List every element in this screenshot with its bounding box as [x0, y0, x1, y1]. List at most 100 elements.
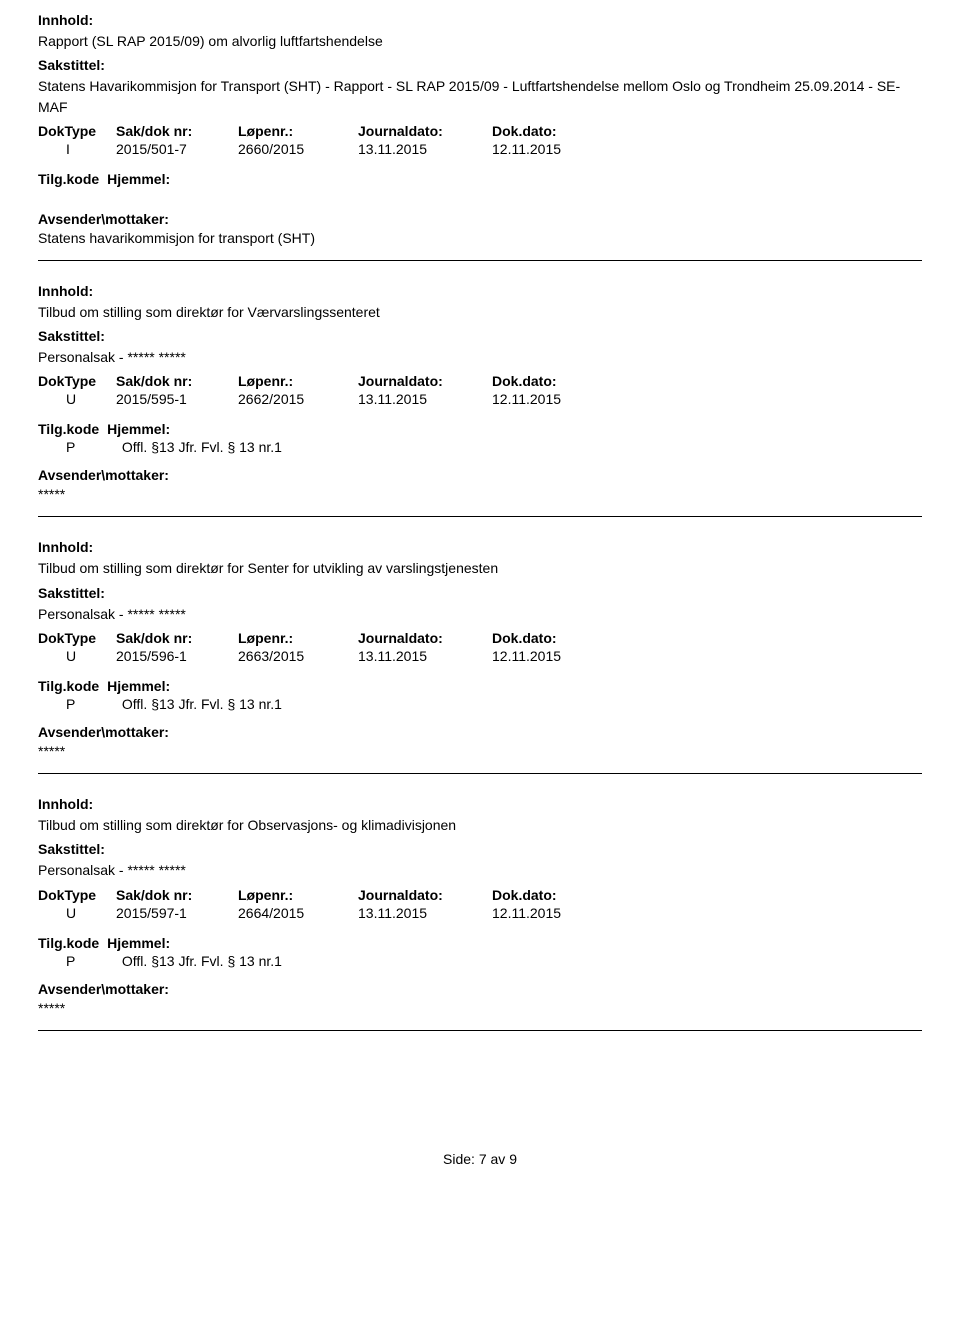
columns-header: DokType Sak/dok nr: Løpenr.: Journaldato…	[38, 373, 922, 389]
hjemmel-row: P Offl. §13 Jfr. Fvl. § 13 nr.1	[66, 439, 922, 455]
sakstittel-text: Statens Havarikommisjon for Transport (S…	[38, 76, 922, 117]
record: Innhold: Tilbud om stilling som direktør…	[38, 796, 922, 1031]
hjemmel-text: Offl. §13 Jfr. Fvl. § 13 nr.1	[122, 696, 282, 712]
record-columns: DokType Sak/dok nr: Løpenr.: Journaldato…	[38, 373, 922, 407]
record-separator	[38, 1030, 922, 1031]
hjemmel-text: Offl. §13 Jfr. Fvl. § 13 nr.1	[122, 953, 282, 969]
col-doktype-header: DokType	[38, 887, 116, 903]
col-doktype-value: U	[38, 648, 116, 664]
col-doktype-header: DokType	[38, 123, 116, 139]
record: Innhold: Tilbud om stilling som direktør…	[38, 283, 922, 518]
avsender-text: *****	[38, 486, 922, 502]
columns-header: DokType Sak/dok nr: Løpenr.: Journaldato…	[38, 123, 922, 139]
col-lopenr-header: Løpenr.:	[238, 373, 358, 389]
side-label: Side:	[443, 1151, 475, 1167]
col-lopenr-header: Løpenr.:	[238, 123, 358, 139]
tilgkode-label: Tilg.kode	[38, 171, 99, 187]
col-lopenr-header: Løpenr.:	[238, 887, 358, 903]
record-columns: DokType Sak/dok nr: Løpenr.: Journaldato…	[38, 887, 922, 921]
avsender-label: Avsender\mottaker:	[38, 467, 922, 483]
col-journaldato-value: 13.11.2015	[358, 648, 492, 664]
hjemmel-label: Hjemmel:	[107, 678, 170, 694]
columns-header: DokType Sak/dok nr: Løpenr.: Journaldato…	[38, 630, 922, 646]
col-journaldato-value: 13.11.2015	[358, 391, 492, 407]
avsender-block: Avsender\mottaker: *****	[38, 724, 922, 759]
col-sakdok-header: Sak/dok nr:	[116, 887, 238, 903]
innhold-label: Innhold:	[38, 12, 922, 28]
innhold-text: Tilbud om stilling som direktør for Obse…	[38, 815, 922, 835]
col-dokdato-value: 12.11.2015	[492, 648, 612, 664]
avsender-text: *****	[38, 743, 922, 759]
record-columns: DokType Sak/dok nr: Løpenr.: Journaldato…	[38, 630, 922, 664]
col-sakdok-header: Sak/dok nr:	[116, 123, 238, 139]
col-dokdato-header: Dok.dato:	[492, 887, 612, 903]
columns-row: I 2015/501-7 2660/2015 13.11.2015 12.11.…	[38, 141, 922, 157]
hjemmel-label: Hjemmel:	[107, 171, 170, 187]
col-journaldato-header: Journaldato:	[358, 373, 492, 389]
col-journaldato-header: Journaldato:	[358, 123, 492, 139]
hjemmel-code: P	[66, 696, 118, 712]
record-columns: DokType Sak/dok nr: Løpenr.: Journaldato…	[38, 123, 922, 157]
record: Innhold: Rapport (SL RAP 2015/09) om alv…	[38, 12, 922, 261]
col-dokdato-value: 12.11.2015	[492, 391, 612, 407]
avsender-block: Avsender\mottaker: *****	[38, 981, 922, 1016]
avsender-block: Avsender\mottaker: *****	[38, 467, 922, 502]
sakstittel-label: Sakstittel:	[38, 841, 922, 857]
sakstittel-label: Sakstittel:	[38, 328, 922, 344]
col-sakdok-value: 2015/597-1	[116, 905, 238, 921]
innhold-label: Innhold:	[38, 539, 922, 555]
avsender-text: Statens havarikommisjon for transport (S…	[38, 230, 922, 246]
innhold-text: Rapport (SL RAP 2015/09) om alvorlig luf…	[38, 31, 922, 51]
col-lopenr-value: 2664/2015	[238, 905, 358, 921]
sakstittel-label: Sakstittel:	[38, 585, 922, 601]
avsender-label: Avsender\mottaker:	[38, 724, 922, 740]
innhold-text: Tilbud om stilling som direktør for Sent…	[38, 558, 922, 578]
innhold-label: Innhold:	[38, 796, 922, 812]
columns-header: DokType Sak/dok nr: Løpenr.: Journaldato…	[38, 887, 922, 903]
col-dokdato-header: Dok.dato:	[492, 630, 612, 646]
tilgkode-block: Tilg.kode Hjemmel: P Offl. §13 Jfr. Fvl.…	[38, 678, 922, 712]
sakstittel-label: Sakstittel:	[38, 57, 922, 73]
avsender-label: Avsender\mottaker:	[38, 981, 922, 997]
page-current: 7	[479, 1151, 487, 1167]
col-dokdato-value: 12.11.2015	[492, 141, 612, 157]
innhold-text: Tilbud om stilling som direktør for Værv…	[38, 302, 922, 322]
columns-row: U 2015/596-1 2663/2015 13.11.2015 12.11.…	[38, 648, 922, 664]
tilgkode-label: Tilg.kode	[38, 935, 99, 951]
hjemmel-text: Offl. §13 Jfr. Fvl. § 13 nr.1	[122, 439, 282, 455]
hjemmel-empty	[38, 187, 922, 199]
avsender-label: Avsender\mottaker:	[38, 211, 922, 227]
col-sakdok-value: 2015/501-7	[116, 141, 238, 157]
col-doktype-value: U	[38, 391, 116, 407]
col-lopenr-header: Løpenr.:	[238, 630, 358, 646]
col-lopenr-value: 2663/2015	[238, 648, 358, 664]
avsender-text: *****	[38, 1000, 922, 1016]
col-doktype-value: I	[38, 141, 116, 157]
tilgkode-block: Tilg.kode Hjemmel:	[38, 171, 922, 199]
col-sakdok-value: 2015/595-1	[116, 391, 238, 407]
avsender-block: Avsender\mottaker: Statens havarikommisj…	[38, 211, 922, 246]
col-journaldato-header: Journaldato:	[358, 887, 492, 903]
col-dokdato-value: 12.11.2015	[492, 905, 612, 921]
col-doktype-value: U	[38, 905, 116, 921]
sakstittel-text: Personalsak - ***** *****	[38, 604, 922, 624]
col-doktype-header: DokType	[38, 373, 116, 389]
columns-row: U 2015/597-1 2664/2015 13.11.2015 12.11.…	[38, 905, 922, 921]
tilgkode-label: Tilg.kode	[38, 421, 99, 437]
col-lopenr-value: 2662/2015	[238, 391, 358, 407]
columns-row: U 2015/595-1 2662/2015 13.11.2015 12.11.…	[38, 391, 922, 407]
col-sakdok-value: 2015/596-1	[116, 648, 238, 664]
col-journaldato-header: Journaldato:	[358, 630, 492, 646]
page-footer: Side: 7 av 9	[38, 1151, 922, 1167]
sakstittel-text: Personalsak - ***** *****	[38, 347, 922, 367]
col-sakdok-header: Sak/dok nr:	[116, 373, 238, 389]
record-separator	[38, 773, 922, 774]
hjemmel-label: Hjemmel:	[107, 935, 170, 951]
page-sep: av	[491, 1151, 506, 1167]
col-doktype-header: DokType	[38, 630, 116, 646]
hjemmel-code: P	[66, 953, 118, 969]
col-journaldato-value: 13.11.2015	[358, 141, 492, 157]
tilgkode-block: Tilg.kode Hjemmel: P Offl. §13 Jfr. Fvl.…	[38, 935, 922, 969]
innhold-label: Innhold:	[38, 283, 922, 299]
col-sakdok-header: Sak/dok nr:	[116, 630, 238, 646]
